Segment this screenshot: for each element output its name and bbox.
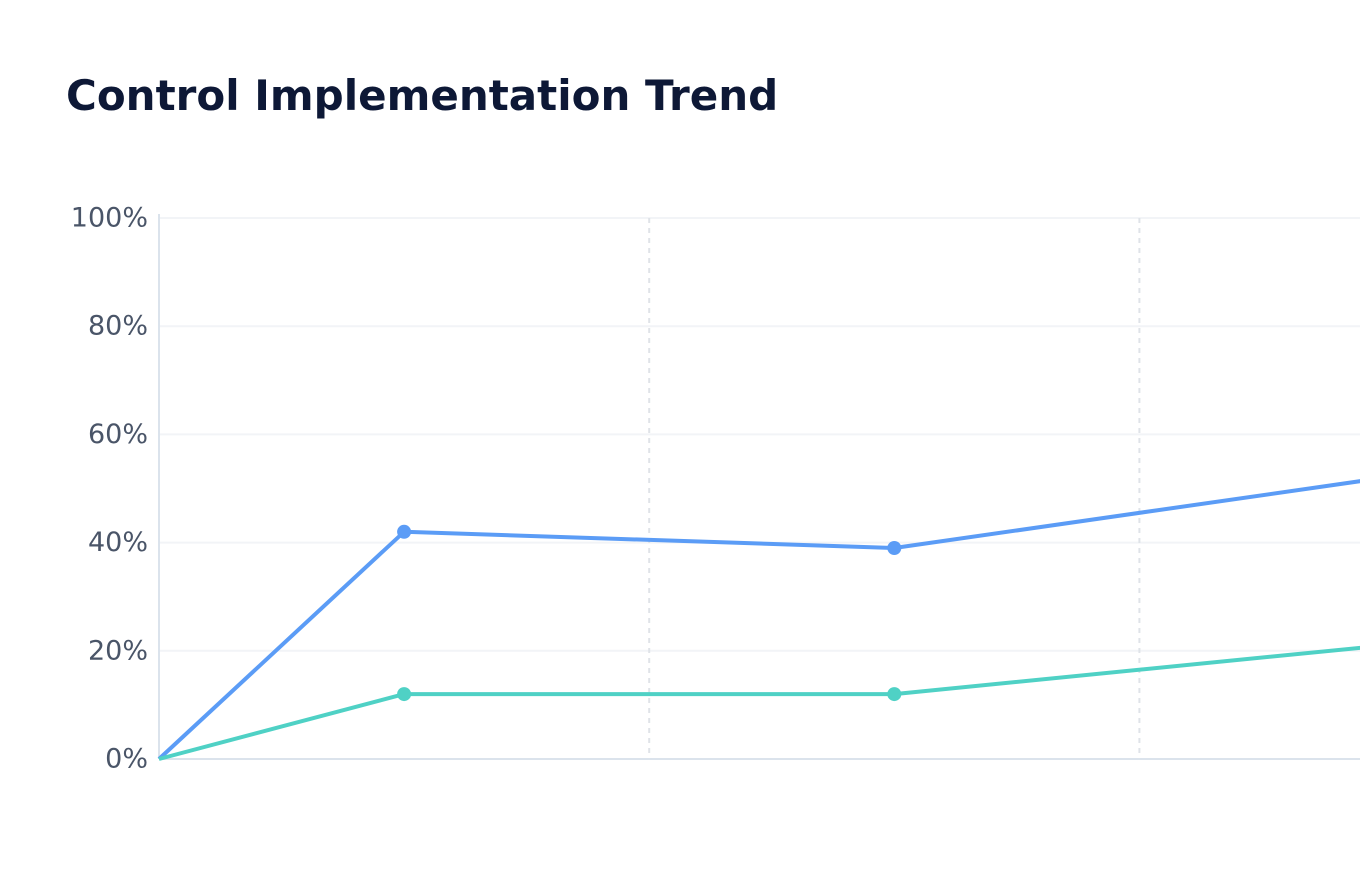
series-line [158,645,1360,761]
y-tick-label: 40% [88,527,148,558]
y-tick-label: 0% [105,744,148,775]
y-tick-label: 80% [88,311,148,342]
y-tick-label: 60% [88,419,148,450]
chart-title: Control Implementation Trend [66,71,778,120]
y-tick-label: 100% [71,203,148,234]
point [397,687,412,702]
point [397,524,412,539]
series-line [157,479,1360,761]
point [887,687,902,702]
point [887,541,902,556]
y-tick-label: 20% [88,635,148,666]
